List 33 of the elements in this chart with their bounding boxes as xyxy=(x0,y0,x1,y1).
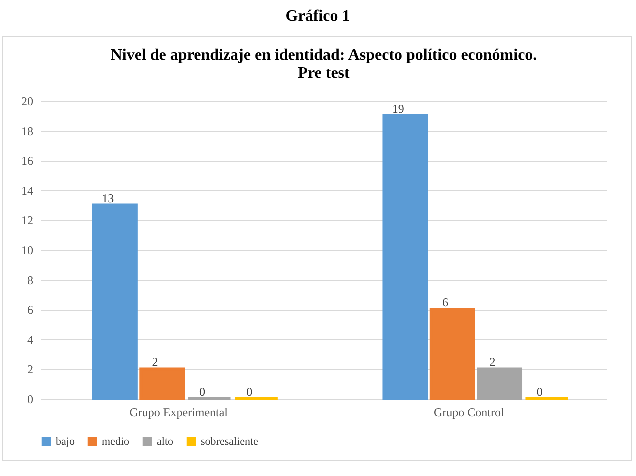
y-tick-label: 14 xyxy=(22,184,34,198)
bar xyxy=(430,308,476,400)
y-tick-label: 16 xyxy=(22,154,34,168)
y-tick-label: 4 xyxy=(28,332,34,347)
data-label: 0 xyxy=(536,385,543,399)
y-tick-label: 12 xyxy=(22,214,34,228)
y-tick-label: 2 xyxy=(28,362,34,377)
y-tick-label: 20 xyxy=(22,94,34,108)
data-label: 0 xyxy=(199,385,206,399)
data-label: 6 xyxy=(442,296,449,310)
data-label: 19 xyxy=(392,102,404,116)
chart-title: Nivel de aprendizaje en identidad: Aspecto político económico. xyxy=(110,47,538,64)
x-tick-label: Grupo Experimental xyxy=(130,406,229,420)
bar xyxy=(382,114,428,400)
bar xyxy=(92,204,138,400)
bar xyxy=(140,368,186,400)
data-label: 2 xyxy=(490,355,496,370)
legend-label: sobresaliente xyxy=(201,436,259,448)
y-tick-label: 6 xyxy=(28,303,34,318)
y-tick-label: 18 xyxy=(22,124,34,138)
y-tick-label: 8 xyxy=(28,273,34,288)
legend-label: alto xyxy=(157,436,174,448)
y-tick-label: 0 xyxy=(28,392,34,406)
x-tick-label: Grupo Control xyxy=(434,406,505,420)
data-label: 0 xyxy=(246,385,253,399)
data-label: 13 xyxy=(102,191,114,206)
text: Gráfico 1 xyxy=(284,7,352,27)
chart-subtitle: Pre test xyxy=(298,65,351,82)
y-tick-label: 10 xyxy=(22,244,34,258)
bar xyxy=(477,368,523,400)
legend-label: medio xyxy=(102,436,130,448)
data-label: 2 xyxy=(152,355,158,370)
legend-label: bajo xyxy=(56,436,76,448)
